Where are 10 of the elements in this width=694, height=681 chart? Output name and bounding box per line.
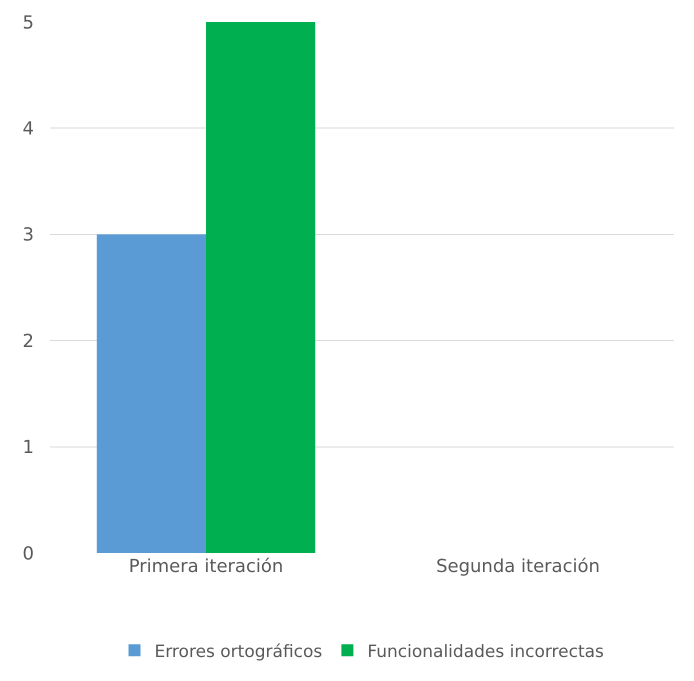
legend-label: Errores ortográficos [154, 642, 322, 662]
y-tick-label: 2 [22, 330, 34, 352]
y-tick-label: 0 [22, 543, 34, 564]
y-tick-label: 1 [22, 437, 34, 458]
y-tick-label: 3 [22, 224, 34, 246]
y-tick-label: 5 [22, 12, 34, 34]
x-tick-label: Segunda iteración [436, 556, 600, 577]
legend-label: Funcionalidades incorrectas [367, 642, 604, 662]
x-tick-label: Primera iteración [128, 556, 284, 577]
y-tick-label: 4 [22, 118, 34, 140]
